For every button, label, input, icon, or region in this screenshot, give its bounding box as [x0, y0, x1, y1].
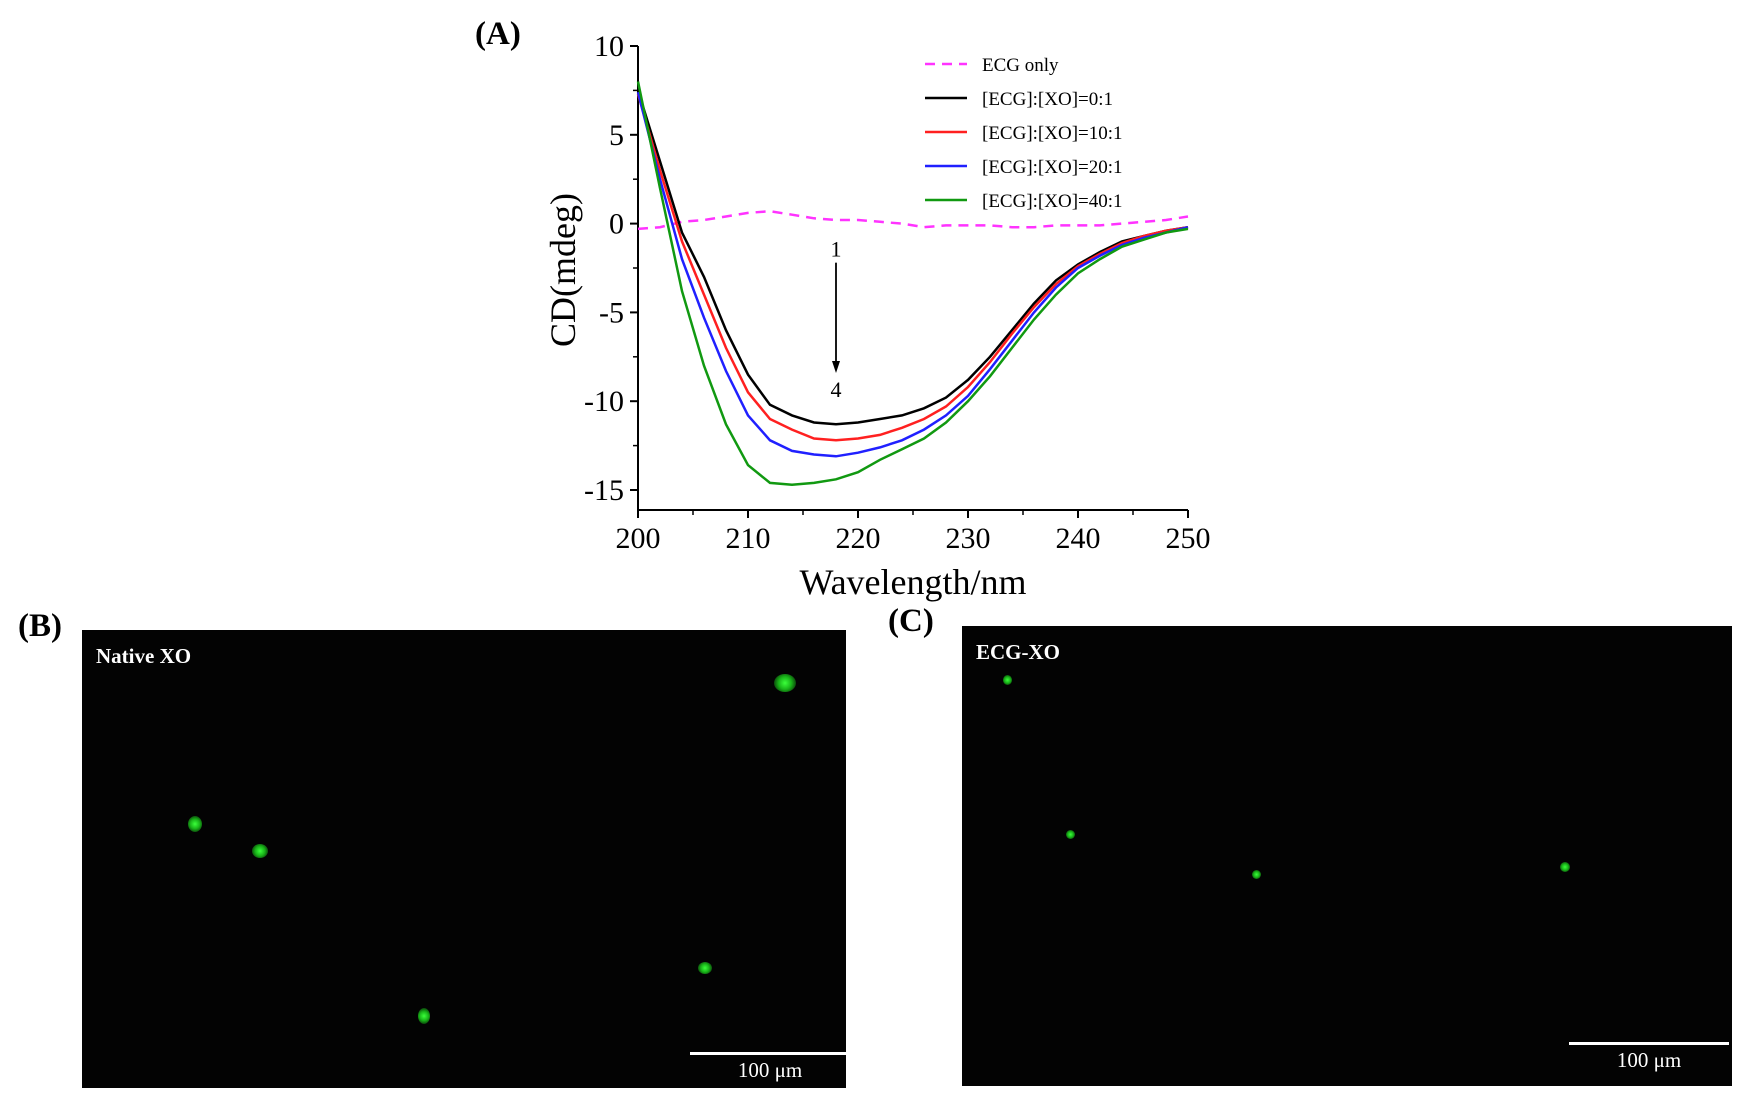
fluorescent-cell — [418, 1008, 430, 1024]
x-tick-label: 240 — [1056, 522, 1101, 555]
y-tick-label: 10 — [594, 30, 624, 63]
chart-axes: 200 210 220 230 240 250 10 5 0 -5 -10 -15 Wavelength… — [543, 30, 1211, 602]
fluorescent-cell — [252, 844, 268, 858]
arrow-end-label: 4 — [831, 377, 842, 402]
y-tick-label: 0 — [609, 208, 624, 241]
y-axis-label: CD(mdeg) — [543, 193, 583, 347]
fluorescent-cell — [188, 816, 202, 832]
fluorescent-cell — [1252, 870, 1261, 879]
x-tick-label: 210 — [726, 522, 771, 555]
fluorescent-cell — [1066, 830, 1075, 839]
fluorescent-cell — [774, 674, 796, 692]
legend-label: [ECG]:[XO]=0:1 — [982, 89, 1113, 110]
scale-bar — [1569, 1042, 1729, 1045]
x-tick-label: 250 — [1166, 522, 1211, 555]
legend-label: [ECG]:[XO]=40:1 — [982, 191, 1123, 212]
legend-label: ECG only — [982, 55, 1059, 76]
scale-bar — [690, 1052, 846, 1055]
panel-c-label: (C) — [888, 603, 934, 639]
series-line-ratio-3 — [636, 91, 1189, 458]
chart-series — [636, 81, 1189, 486]
cd-spectrum-chart: 200 210 220 230 240 250 10 5 0 -5 -10 -15 Wavelength… — [543, 30, 1211, 602]
panel-a-label: (A) — [475, 16, 521, 52]
micrograph-title: Native XO — [96, 644, 192, 668]
y-tick-label: 5 — [609, 119, 624, 152]
legend-label: [ECG]:[XO]=20:1 — [982, 157, 1123, 178]
x-tick-label: 220 — [836, 522, 881, 555]
micrograph-title: ECG-XO — [976, 640, 1060, 664]
fluorescent-cell — [1003, 675, 1012, 685]
fluorescent-cell — [1560, 862, 1570, 872]
legend-label: [ECG]:[XO]=10:1 — [982, 123, 1123, 144]
scale-bar-label: 100 μm — [1616, 1048, 1682, 1072]
micrograph-native-xo: Native XO 100 μm — [82, 630, 846, 1088]
y-tick-label: -5 — [599, 296, 624, 329]
chart-annotation: 14 — [831, 237, 842, 402]
scale-bar-label: 100 μm — [737, 1058, 803, 1082]
series-line-ratio-2 — [636, 93, 1189, 442]
panel-b-label: (B) — [18, 608, 62, 644]
x-tick-label: 200 — [616, 522, 661, 555]
y-tick-label: -10 — [584, 385, 624, 418]
y-tick-label: -15 — [584, 474, 624, 507]
series-line-ratio-4 — [636, 81, 1189, 486]
arrow-head — [832, 361, 840, 374]
series-line-ecg-only — [637, 209, 1189, 231]
x-tick-label: 230 — [946, 522, 991, 555]
x-axis-label: Wavelength/nm — [799, 562, 1026, 602]
chart-legend: ECG only [ECG]:[XO]=0:1 [ECG]:[XO]=10:1 [EC… — [925, 55, 1123, 212]
micrograph-ecg-xo: ECG-XO 100 μm — [962, 626, 1732, 1086]
arrow-start-label: 1 — [831, 237, 842, 262]
series-line-ratio-1 — [636, 90, 1189, 426]
fluorescent-cell — [698, 962, 712, 974]
